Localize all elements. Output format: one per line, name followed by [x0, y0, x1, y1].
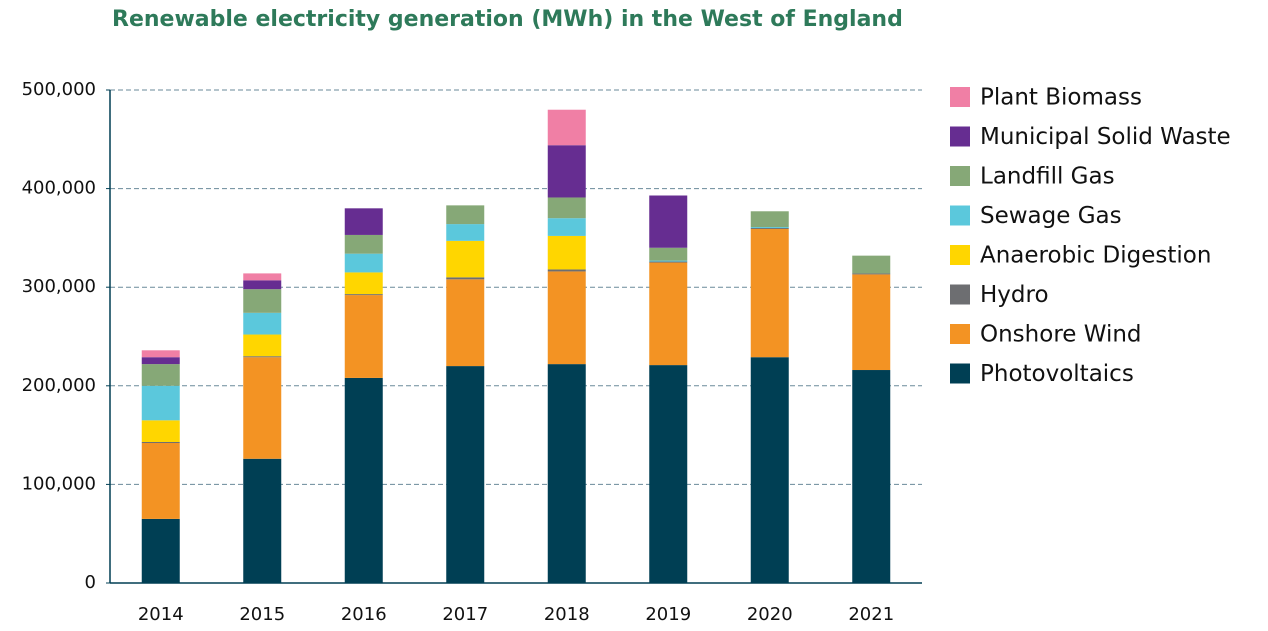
bar-segment	[547, 197, 586, 219]
bar-segment	[344, 294, 383, 296]
y-tick-label: 200,000	[22, 375, 96, 396]
bar-segment	[852, 274, 891, 371]
bar-segment	[344, 295, 383, 378]
x-tick-label: 2014	[138, 604, 184, 625]
x-tick-label: 2019	[645, 604, 691, 625]
bar-segment	[243, 273, 282, 281]
y-tick-label: 300,000	[22, 276, 96, 297]
bar-segment	[141, 420, 180, 443]
legend-label: Onshore Wind	[980, 322, 1142, 348]
bar-segment	[243, 458, 282, 583]
bar-segment	[547, 218, 586, 236]
bar-segment	[446, 277, 485, 280]
legend-label: Landfill Gas	[980, 164, 1115, 190]
y-tick-label: 0	[85, 572, 96, 593]
bar-segment	[446, 240, 485, 278]
bar-segment	[547, 145, 586, 198]
bar-segment	[446, 205, 485, 225]
x-tick-label: 2015	[239, 604, 285, 625]
x-tick-label: 2017	[442, 604, 488, 625]
bar-segment	[141, 442, 180, 443]
bar-segment	[344, 208, 383, 235]
bar-segment	[547, 364, 586, 583]
bar-segment	[649, 247, 688, 261]
x-tick-label: 2021	[848, 604, 894, 625]
bar-segment	[852, 370, 891, 583]
bar-segment	[141, 518, 180, 583]
y-tick-label: 400,000	[22, 178, 96, 199]
chart-title: Renewable electricity generation (MWh) i…	[112, 7, 903, 32]
y-tick-label: 100,000	[22, 473, 96, 494]
bar-segment	[243, 334, 282, 357]
bar-segment	[141, 350, 180, 358]
bar-segment	[344, 253, 383, 273]
bar-segment	[547, 269, 586, 272]
bar-segment	[547, 109, 586, 146]
legend-swatch	[950, 245, 970, 265]
bar-segment	[141, 364, 180, 386]
bar-segment	[344, 377, 383, 583]
bar-segment	[547, 235, 586, 270]
bar-segment	[649, 260, 688, 262]
legend-label: Sewage Gas	[980, 203, 1122, 229]
bar-segment	[141, 385, 180, 421]
legend-swatch	[950, 284, 970, 305]
legend-label: Municipal Solid Waste	[980, 124, 1231, 150]
legend-label: Photovoltaics	[980, 361, 1134, 387]
bar-segment	[344, 272, 383, 295]
legend-label: Plant Biomass	[980, 85, 1142, 111]
bar-segment	[852, 273, 891, 275]
bar-segment	[344, 234, 383, 254]
legend-swatch	[950, 87, 970, 107]
bar-segment	[547, 271, 586, 365]
bar-segment	[750, 227, 789, 229]
bar-segment	[750, 228, 789, 230]
legend-swatch	[950, 166, 970, 186]
bar-segment	[141, 357, 180, 365]
bar-segment	[243, 356, 282, 358]
bar-segment	[446, 224, 485, 241]
bar-segment	[243, 312, 282, 335]
bar-segment	[243, 357, 282, 459]
x-tick-label: 2018	[544, 604, 590, 625]
bar-segment	[243, 289, 282, 313]
bar-segment	[446, 366, 485, 583]
bar-segment	[649, 365, 688, 583]
bar-segment	[649, 195, 688, 248]
bar-segment	[243, 280, 282, 290]
legend-label: Anaerobic Digestion	[980, 243, 1211, 269]
legend-swatch	[950, 205, 970, 226]
legend-swatch	[950, 324, 970, 344]
bar-segment	[446, 279, 485, 367]
legend-swatch	[950, 126, 970, 147]
bar-segment	[649, 261, 688, 263]
legend-swatch	[950, 363, 970, 384]
bar-segment	[750, 211, 789, 228]
legend-label: Hydro	[980, 282, 1049, 308]
bar-segment	[750, 229, 789, 358]
bar-segment	[141, 442, 180, 519]
bar-segment	[750, 357, 789, 583]
bar-segment	[852, 255, 891, 274]
y-tick-label: 500,000	[22, 79, 96, 100]
bar-segment	[649, 262, 688, 366]
x-tick-label: 2016	[341, 604, 387, 625]
x-tick-label: 2020	[747, 604, 793, 625]
